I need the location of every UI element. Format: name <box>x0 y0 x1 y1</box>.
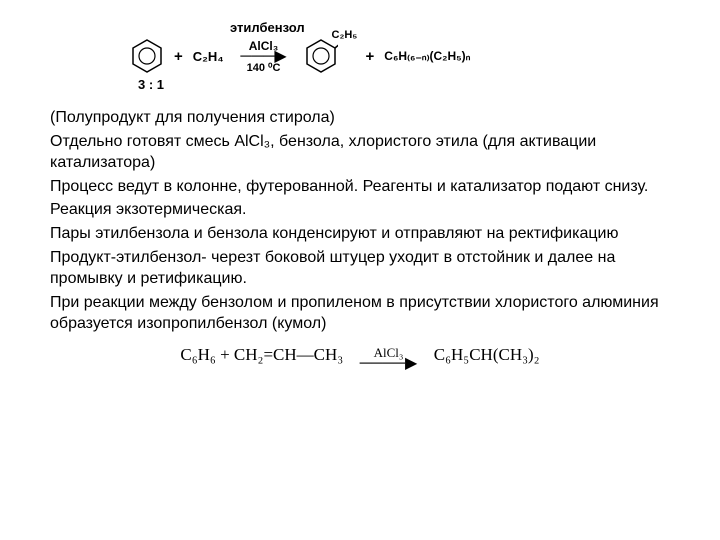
temperature-label: 140 ⁰C <box>247 61 281 74</box>
reaction-arrow-1: AlCl₃ ───▶ 140 ⁰C <box>234 39 294 74</box>
text-line-2: Отдельно готовят смесь AlCl₃, бензола, х… <box>50 131 670 174</box>
reaction-title: этилбензол <box>230 20 670 35</box>
text-line-1: (Полупродукт для получения стирола) <box>50 107 670 129</box>
reaction-arrow-2: AlCl₃ ────▶ <box>353 345 423 367</box>
ethyl-substituent: C₂H₅ <box>332 29 358 41</box>
plus-sign-1: + <box>174 48 183 65</box>
text-line-5: Пары этилбензола и бензола конденсируют … <box>50 223 670 245</box>
reaction-scheme-1: этилбензол + C₂H₄ AlCl₃ ───▶ 140 ⁰C C₂H₅… <box>130 20 670 92</box>
ethylbenzene-product: C₂H₅ <box>304 37 338 75</box>
description-text: (Полупродукт для получения стирола) Отде… <box>50 107 670 335</box>
arrow-glyph: ───▶ <box>240 53 286 61</box>
reaction2-lhs: C₆H₆ + CH₂=CH—CH₃ <box>180 345 343 364</box>
reaction2-rhs: C₆H₅CH(CH₃)₂ <box>434 345 540 364</box>
text-line-4: Реакция экзотермическая. <box>50 199 670 221</box>
benzene-ring-reagent <box>130 37 164 75</box>
text-line-6: Продукт-этилбензол- черезт боковой штуце… <box>50 247 670 290</box>
text-line-3: Процесс ведут в колонне, футерованной. Р… <box>50 176 670 198</box>
reaction-row: + C₂H₄ AlCl₃ ───▶ 140 ⁰C C₂H₅ + C₆H₍₆₋ₙ₎… <box>130 37 670 75</box>
plus-sign-2: + <box>366 48 375 65</box>
arrow-glyph-2: ────▶ <box>360 361 418 367</box>
reaction-scheme-2: C₆H₆ + CH₂=CH—CH₃ AlCl₃ ────▶ C₆H₅CH(CH₃… <box>50 345 670 367</box>
molar-ratio: 3 : 1 <box>138 77 670 92</box>
text-line-7: При реакции между бензолом и пропиленом … <box>50 292 670 335</box>
byproduct-formula: C₆H₍₆₋ₙ₎(C₂H₅)ₙ <box>384 49 470 63</box>
ethylene-formula: C₂H₄ <box>193 49 224 64</box>
